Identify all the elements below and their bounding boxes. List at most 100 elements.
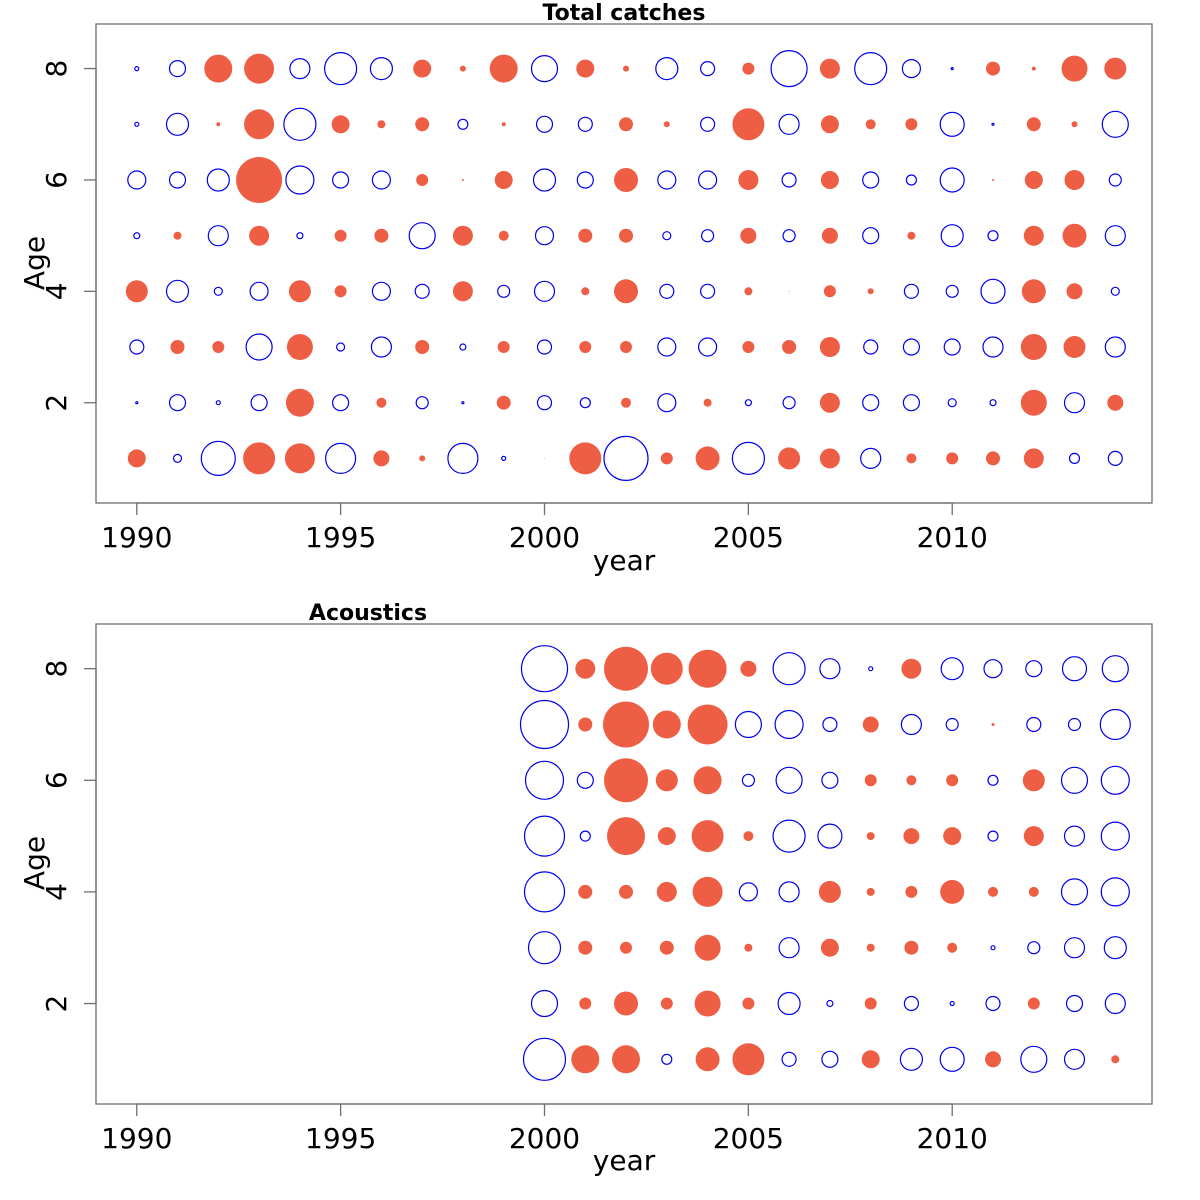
bubble-2011-age-2 <box>989 399 997 407</box>
bubble-2010-age-1 <box>939 1046 965 1072</box>
bubble-2003-age-7 <box>663 121 670 128</box>
bubble-2012-age-8 <box>1031 66 1036 71</box>
bubble-2007-age-8 <box>819 58 840 79</box>
bubble-2005-age-7 <box>732 108 765 141</box>
bubble-1996-age-4 <box>371 281 391 301</box>
bubble-2004-age-7 <box>699 116 716 132</box>
bubble-2012-age-7 <box>1026 716 1042 733</box>
bubble-2008-age-3 <box>863 339 879 355</box>
bubble-2009-age-4 <box>903 283 920 299</box>
bubble-1999-age-4 <box>497 284 511 298</box>
bubble-2010-age-1 <box>946 452 959 465</box>
bubble-2010-age-5 <box>940 224 964 248</box>
bubble-2009-age-4 <box>905 885 918 898</box>
bubble-2013-age-6 <box>1060 766 1089 794</box>
bubble-2011-age-3 <box>982 336 1004 358</box>
bubble-1991-age-1 <box>172 453 183 463</box>
bubble-1998-age-2 <box>461 401 465 405</box>
bubble-1993-age-5 <box>249 225 270 246</box>
bubble-2012-age-4 <box>1028 886 1039 897</box>
bubble-2004-age-1 <box>695 1047 720 1072</box>
bubble-2006-age-2 <box>782 396 796 410</box>
bubble-2002-age-5 <box>607 817 645 856</box>
bubble-1995-age-4 <box>334 285 347 298</box>
bubble-2003-age-3 <box>659 940 674 955</box>
bubble-2005-age-4 <box>744 287 753 296</box>
bubble-2014-age-1 <box>1107 450 1123 466</box>
bubble-2007-age-7 <box>820 115 839 134</box>
bubble-2001-age-5 <box>578 228 593 243</box>
bubble-2005-age-4 <box>738 882 759 902</box>
bubble-1999-age-1 <box>501 455 507 461</box>
bubble-2005-age-6 <box>738 170 759 190</box>
bubble-2001-age-1 <box>571 1045 600 1074</box>
bubble-1990-age-8 <box>134 65 140 72</box>
bubble-2004-age-3 <box>694 934 721 961</box>
bubble-2004-age-4 <box>692 876 723 907</box>
bubble-2002-age-7 <box>619 117 633 132</box>
bubble-2001-age-2 <box>579 997 592 1010</box>
bubble-1993-age-3 <box>245 333 273 361</box>
bubble-2007-age-8 <box>819 658 841 680</box>
bubble-1999-age-5 <box>498 230 509 241</box>
y-axis-label: Age <box>18 836 51 890</box>
bubble-2007-age-3 <box>819 337 840 357</box>
bubble-2009-age-7 <box>905 118 918 131</box>
bubble-2014-age-1 <box>1111 1055 1120 1064</box>
y-tick-label: 8 <box>40 660 73 678</box>
bubble-2000-age-1 <box>522 1037 567 1081</box>
bubble-2002-age-5 <box>619 228 633 243</box>
bubble-2005-age-8 <box>740 660 757 677</box>
bubble-2007-age-1 <box>821 1050 839 1068</box>
bubble-2013-age-4 <box>1060 878 1089 906</box>
bubble-2014-age-2 <box>1104 992 1126 1015</box>
bubble-1994-age-5 <box>296 232 304 240</box>
bubble-1999-age-2 <box>496 395 511 410</box>
bubble-2005-age-7 <box>734 710 763 739</box>
bubble-1997-age-8 <box>413 59 432 78</box>
bubble-1997-age-1 <box>419 455 426 462</box>
bubble-2003-age-4 <box>656 881 677 902</box>
bubble-2010-age-4 <box>940 879 965 904</box>
bubble-2010-age-5 <box>943 827 962 846</box>
y-axis-label: Age <box>18 236 51 290</box>
bubble-1995-age-3 <box>336 342 346 352</box>
bubble-2006-age-3 <box>782 340 797 354</box>
bubble-2014-age-8 <box>1104 57 1127 80</box>
bubble-2012-age-8 <box>1025 660 1043 678</box>
bubble-2011-age-3 <box>990 945 996 951</box>
bubble-2006-age-6 <box>775 766 803 794</box>
bubble-2006-age-8 <box>772 652 806 686</box>
x-tick-label: 1995 <box>305 521 376 554</box>
bubble-2011-age-4 <box>980 278 1006 304</box>
bubble-2000-age-6 <box>524 760 565 800</box>
bubble-1997-age-2 <box>415 396 429 410</box>
bubble-2006-age-1 <box>781 1051 797 1067</box>
bubble-1998-age-3 <box>459 343 467 351</box>
bubble-2003-age-6 <box>657 170 677 190</box>
bubble-2013-age-5 <box>1062 223 1087 248</box>
bubble-2006-age-5 <box>772 819 806 853</box>
bubble-2001-age-7 <box>578 717 593 732</box>
bubble-2014-age-4 <box>1100 877 1130 907</box>
bubble-2001-age-6 <box>576 171 594 189</box>
bubble-1992-age-3 <box>212 341 225 353</box>
bubble-2009-age-2 <box>903 995 920 1012</box>
bubble-2002-age-2 <box>614 991 638 1016</box>
bubble-2009-age-6 <box>905 174 918 186</box>
bubble-2008-age-1 <box>861 1050 880 1069</box>
bubble-2006-age-3 <box>778 937 800 959</box>
bubble-1998-age-4 <box>452 281 473 302</box>
x-tick-label: 2000 <box>509 1122 580 1155</box>
bubble-2014-age-8 <box>1101 655 1129 683</box>
bubble-2004-age-8 <box>699 60 716 77</box>
bubble-2000-age-2 <box>530 989 559 1018</box>
bubble-2011-age-1 <box>985 1051 1001 1068</box>
panel-title: Acoustics <box>309 601 427 626</box>
y-axis: 2 4 6 8 <box>40 660 97 1012</box>
bubble-2007-age-7 <box>822 716 838 733</box>
x-tick-label: 1990 <box>101 1122 172 1155</box>
y-tick-label: 8 <box>40 60 73 78</box>
bubble-1992-age-1 <box>200 440 236 476</box>
bubble-2006-age-4 <box>778 881 800 903</box>
